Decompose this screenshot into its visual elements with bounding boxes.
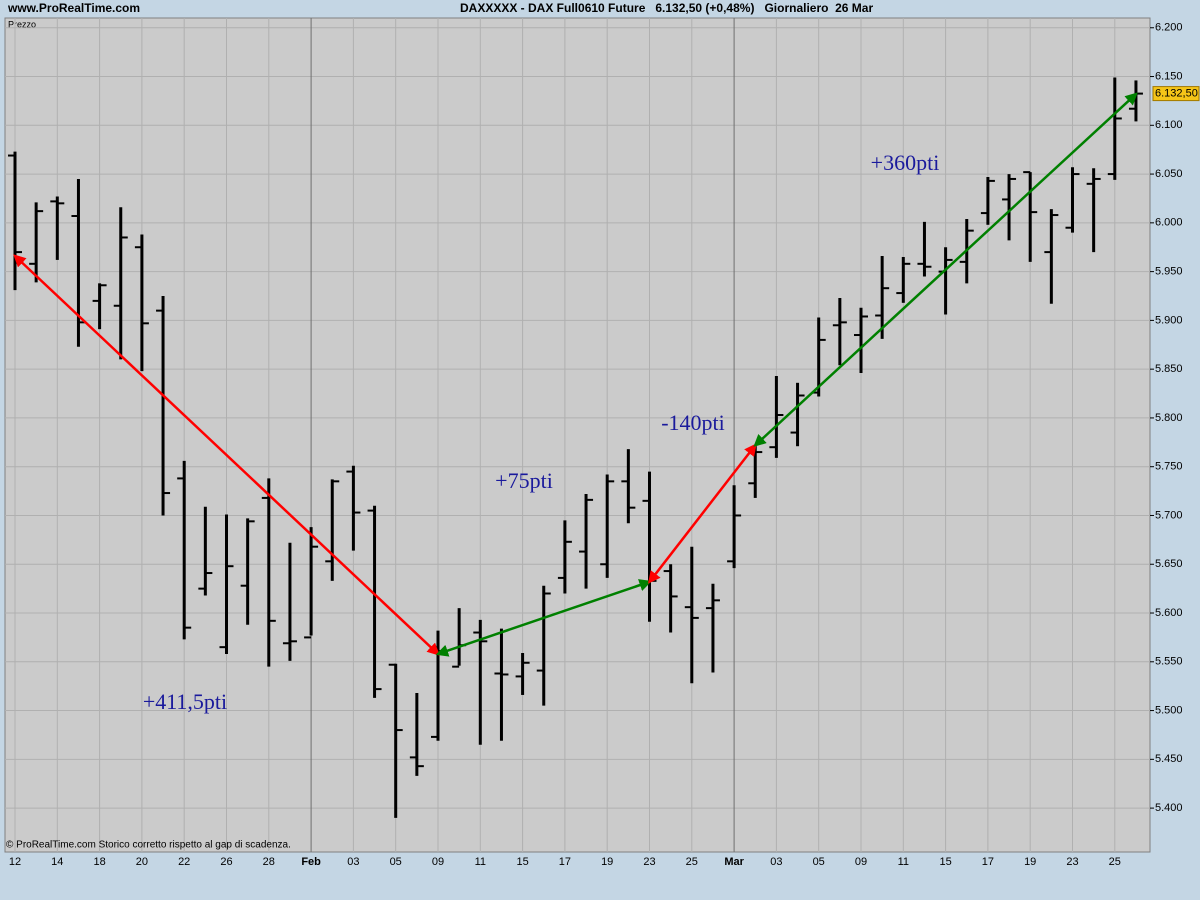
footer: © ProRealTime.com Storico corretto rispe… [6, 840, 291, 851]
x-tick-label: 15 [939, 856, 951, 868]
arrow [753, 92, 1138, 447]
x-tick-label: 23 [1066, 856, 1078, 868]
y-tick-label: 5.800 [1155, 412, 1183, 424]
site: www.ProRealTime.com [7, 1, 140, 15]
x-tick-label: 25 [686, 856, 698, 868]
arrow-label: +75pti [495, 468, 553, 493]
x-tick-label: 17 [559, 856, 571, 868]
x-tick-label: 19 [1024, 856, 1036, 868]
arrow-label: +360pti [871, 150, 940, 175]
last-price-box [1152, 86, 1200, 102]
x-tick-label: 03 [347, 856, 359, 868]
y-tick-label: 5.400 [1155, 802, 1183, 814]
y-label: Prezzo [8, 19, 36, 29]
x-tick-label: 20 [136, 856, 148, 868]
y-tick-label: 6.150 [1155, 70, 1183, 82]
arrow [13, 254, 440, 656]
y-tick-label: 5.750 [1155, 461, 1183, 473]
plot-area [4, 17, 1151, 853]
x-tick-label: Mar [724, 856, 744, 868]
y-tick-label: 5.550 [1155, 656, 1183, 668]
y-tick-label: 5.500 [1155, 704, 1183, 716]
x-tick-label: 11 [898, 856, 909, 868]
y-tick-label: 6.200 [1155, 22, 1183, 34]
annotations: +411,5pti +75pti -140pti +360pti [13, 92, 1138, 714]
x-tick-label: 05 [390, 856, 402, 868]
arrow-label: +411,5pti [143, 689, 227, 714]
x-tick-label: 11 [475, 856, 486, 868]
x-tick-label: 09 [432, 856, 444, 868]
x-tick-label: 15 [516, 856, 528, 868]
x-tick-label: 19 [601, 856, 613, 868]
x-tick-label: Feb [301, 856, 321, 868]
x-tick-label: 22 [178, 856, 190, 868]
x-tick-label: 03 [770, 856, 782, 868]
y-tick-label: 6.050 [1155, 168, 1183, 180]
x-tick-label: 05 [813, 856, 825, 868]
x-tick-label: 14 [51, 856, 63, 868]
y-tick-label: 5.450 [1155, 753, 1183, 765]
x-tick-label: 09 [855, 856, 867, 868]
y-tick-label: 5.700 [1155, 509, 1183, 521]
x-tick-label: 17 [982, 856, 994, 868]
arrow [647, 443, 757, 584]
y-tick-label: 5.600 [1155, 607, 1183, 619]
y-tick-label: 5.900 [1155, 314, 1183, 326]
chart-title: DAXXXXX - DAX Full0610 Future 6.132,50 (… [460, 1, 873, 15]
y-tick-label: 5.650 [1155, 558, 1183, 570]
y-tick-label: 6.000 [1155, 217, 1183, 229]
x-tick-label: 23 [643, 856, 655, 868]
y-tick-label: 5.950 [1155, 266, 1183, 278]
x-tick-label: 28 [263, 856, 275, 868]
x-tick-label: 12 [9, 856, 21, 868]
arrow [435, 579, 652, 657]
y-tick-label: 6.100 [1155, 119, 1183, 131]
x-tick-label: 25 [1109, 856, 1121, 868]
x-tick-label: 26 [220, 856, 232, 868]
last-price-label: 6.132,50 [1155, 88, 1198, 100]
arrow-label: -140pti [661, 410, 725, 435]
x-tick-label: 18 [93, 856, 105, 868]
y-tick-label: 5.850 [1155, 363, 1183, 375]
